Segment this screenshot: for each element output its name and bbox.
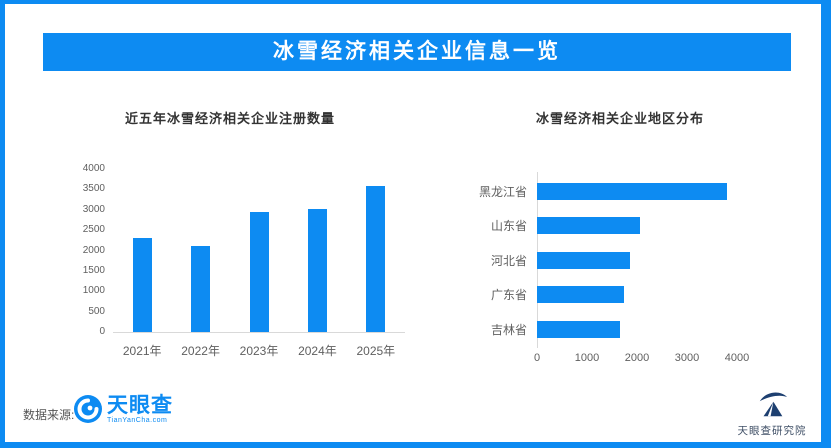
bar-column bbox=[230, 211, 288, 332]
brand-name: 天眼查 bbox=[107, 393, 173, 417]
y-tick-label: 2000 bbox=[82, 244, 105, 256]
x-axis: 2021年 2022年 2023年 2024年 2025年 bbox=[113, 342, 405, 359]
x-tick-label: 3000 bbox=[674, 352, 700, 364]
y-tick-label: 0 bbox=[99, 326, 105, 337]
bar-row: 吉林省 bbox=[435, 312, 815, 347]
category-label: 吉林省 bbox=[490, 322, 527, 337]
y-tick-label: 1000 bbox=[82, 285, 105, 297]
regions-bar-chart: 黑龙江省山东省河北省广东省吉林省 0 1000 2000 3000 4000 bbox=[435, 168, 815, 378]
bar-2022年 bbox=[191, 246, 211, 332]
bar-column bbox=[171, 246, 229, 332]
y-tick-label: 3500 bbox=[82, 183, 105, 195]
y-tick-label: 500 bbox=[88, 305, 105, 317]
mountain-swoosh-icon bbox=[759, 392, 788, 417]
x-tick-label: 2021年 bbox=[122, 344, 162, 358]
bar-row: 河北省 bbox=[435, 243, 815, 278]
x-tick-label: 2024年 bbox=[298, 344, 337, 358]
category-label: 河北省 bbox=[490, 253, 527, 268]
plot-area: 黑龙江省山东省河北省广东省吉林省 bbox=[435, 174, 815, 347]
bar-黑龙江省 bbox=[537, 182, 727, 200]
data-source-label: 数据来源: bbox=[23, 408, 75, 422]
registrations-bar-chart: 0 500 1000 1500 2000 2500 3000 3500 4000 2021年 20… bbox=[65, 163, 409, 364]
brand-text: 天眼查 TianYanCha.com bbox=[107, 395, 173, 424]
category-label: 黑龙江省 bbox=[478, 184, 527, 199]
bar-2025年 bbox=[366, 186, 386, 332]
bar-2021年 bbox=[132, 238, 152, 332]
x-tick-label: 2022年 bbox=[181, 344, 220, 358]
category-label: 广东省 bbox=[490, 288, 527, 303]
category-label: 山东省 bbox=[490, 219, 527, 234]
x-tick-label: 0 bbox=[533, 352, 541, 364]
bar-row: 山东省 bbox=[435, 209, 815, 244]
bar-河北省 bbox=[537, 251, 630, 269]
bar-row: 黑龙江省 bbox=[435, 174, 815, 209]
x-tick-label: 4000 bbox=[724, 352, 750, 364]
bar-广东省 bbox=[537, 286, 624, 304]
bar-山东省 bbox=[537, 217, 640, 235]
y-tick-label: 3000 bbox=[82, 203, 105, 215]
brand-domain: TianYanCha.com bbox=[107, 416, 168, 424]
bar-2024年 bbox=[307, 208, 327, 332]
y-tick-label: 2500 bbox=[82, 224, 105, 236]
bar-row: 广东省 bbox=[435, 278, 815, 313]
x-tick-label: 1000 bbox=[574, 352, 600, 364]
bar-column bbox=[347, 186, 405, 332]
tianyancha-eye-icon bbox=[74, 395, 102, 423]
institute-name: 天眼查研究院 bbox=[737, 425, 807, 437]
x-axis: 0 1000 2000 3000 4000 bbox=[533, 352, 777, 366]
right-chart-title: 冰雪经济相关企业地区分布 bbox=[535, 111, 704, 126]
y-tick-label: 1500 bbox=[82, 264, 105, 276]
x-tick-label: 2000 bbox=[624, 352, 650, 364]
bar-column bbox=[288, 208, 346, 332]
left-chart-title: 近五年冰雪经济相关企业注册数量 bbox=[124, 111, 335, 126]
y-tick-label: 4000 bbox=[82, 163, 105, 174]
x-tick-label: 2023年 bbox=[239, 344, 279, 358]
bar-吉林省 bbox=[537, 320, 620, 338]
plot-area bbox=[113, 169, 405, 333]
bar-column bbox=[113, 238, 171, 332]
tianyancha-brand: 天眼查 TianYanCha.com bbox=[73, 394, 173, 424]
page-title: 冰雪经济相关企业信息一览 bbox=[43, 33, 791, 71]
x-tick-label: 2025年 bbox=[356, 344, 396, 358]
bar-2023年 bbox=[249, 211, 269, 332]
research-institute-brand: 天眼查研究院 bbox=[727, 389, 817, 438]
